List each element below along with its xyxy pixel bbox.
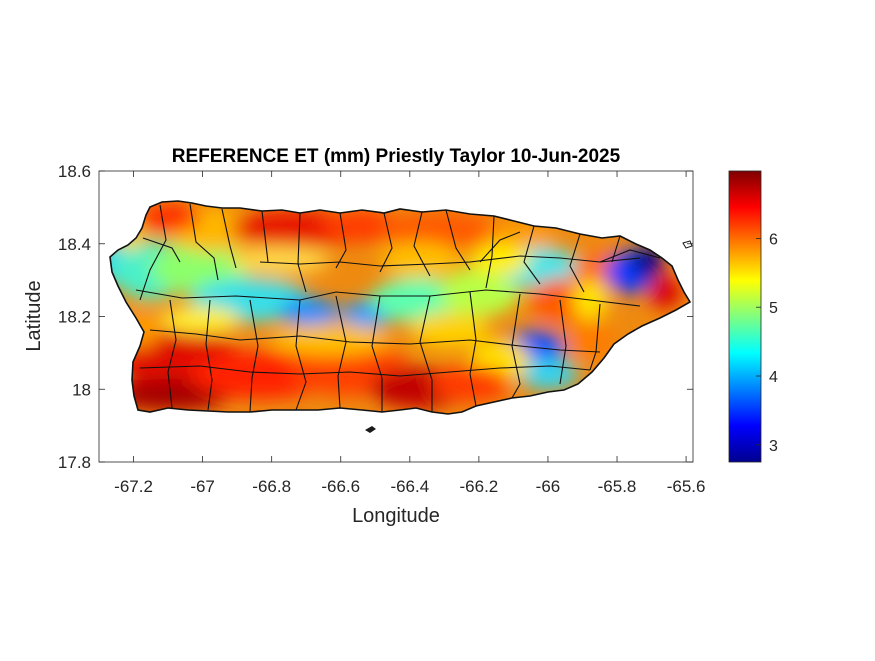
x-tick-label: -66.2 [460,477,499,496]
y-tick-label: 18.4 [58,235,91,254]
municipality-boundary [523,225,541,285]
x-axis: -67.2 -67 -66.8 -66.6 -66.4 -66.2 -66 -65.8 -65.… [114,171,705,496]
colorbar-tick-label: 4 [769,369,778,386]
y-tick-label: 17.8 [58,453,91,472]
field-blob [230,246,330,274]
et-field [110,201,690,414]
field-blob [160,306,240,334]
municipality-boundaries [135,203,661,413]
y-tick-label: 18.6 [58,162,91,181]
municipality-boundary [249,299,259,413]
field-blob [380,242,460,278]
municipality-boundary [142,237,181,263]
x-tick-label: -66.6 [321,477,360,496]
field-blob [320,210,400,242]
municipality-boundary [335,295,347,409]
field-blob [440,268,520,316]
field-blob [566,322,614,358]
municipality-boundary [139,365,591,377]
islet-caja-de-muertos [365,426,376,433]
x-tick-label: -65.6 [667,477,706,496]
municipality-boundary [379,212,393,273]
x-tick-label: -67.2 [114,477,153,496]
x-tick-label: -66.8 [252,477,291,496]
municipality-boundary [611,235,621,263]
municipality-boundary [261,210,269,263]
island-outline [109,200,692,415]
municipality-boundary [371,295,383,412]
y-axis-label: Latitude [23,280,45,351]
municipality-boundary [559,299,567,385]
field-blob [649,276,681,308]
municipality-boundary [479,231,521,263]
field-blob [280,298,340,326]
x-tick-label: -66.4 [390,477,429,496]
colorbar-tick-label: 3 [769,438,778,455]
x-tick-label: -67 [190,477,215,496]
municipality-boundary [569,233,585,293]
colorbar-tick-label: 6 [769,231,778,248]
municipality-boundary [295,299,307,411]
municipality-boundary [485,215,495,289]
field-blob [380,212,500,248]
municipality-boundary [149,329,601,353]
y-tick-label: 18 [72,380,91,399]
municipality-boundary [259,255,641,267]
municipality-boundary [599,249,661,263]
municipality-boundary [589,303,601,371]
field-blob [430,366,510,402]
islet-east [682,240,693,249]
municipality-boundary [221,208,237,269]
colorbar-ticks: 3 4 5 6 [756,231,778,455]
municipality-boundary [419,295,433,412]
municipality-boundary [189,203,219,281]
field-blob [410,312,490,348]
municipality-boundary [511,293,521,399]
y-axis: 18.6 18.4 18.2 18 17.8 [58,162,693,472]
x-tick-label: -66 [536,477,561,496]
municipality-boundary [205,299,213,411]
colorbar [728,170,762,463]
municipality-boundary [413,211,431,277]
municipality-boundary [469,291,477,407]
x-axis-label: Longitude [352,505,440,527]
municipality-boundary [167,299,177,409]
field-blob [140,204,200,232]
chart-title: REFERENCE ET (mm) Priestly Taylor 10-Jun… [172,146,621,167]
colorbar-tick-label: 5 [769,300,778,317]
y-tick-label: 18.2 [58,308,91,327]
municipality-boundary [139,204,167,301]
field-blob [470,244,530,276]
x-tick-label: -65.8 [598,477,637,496]
